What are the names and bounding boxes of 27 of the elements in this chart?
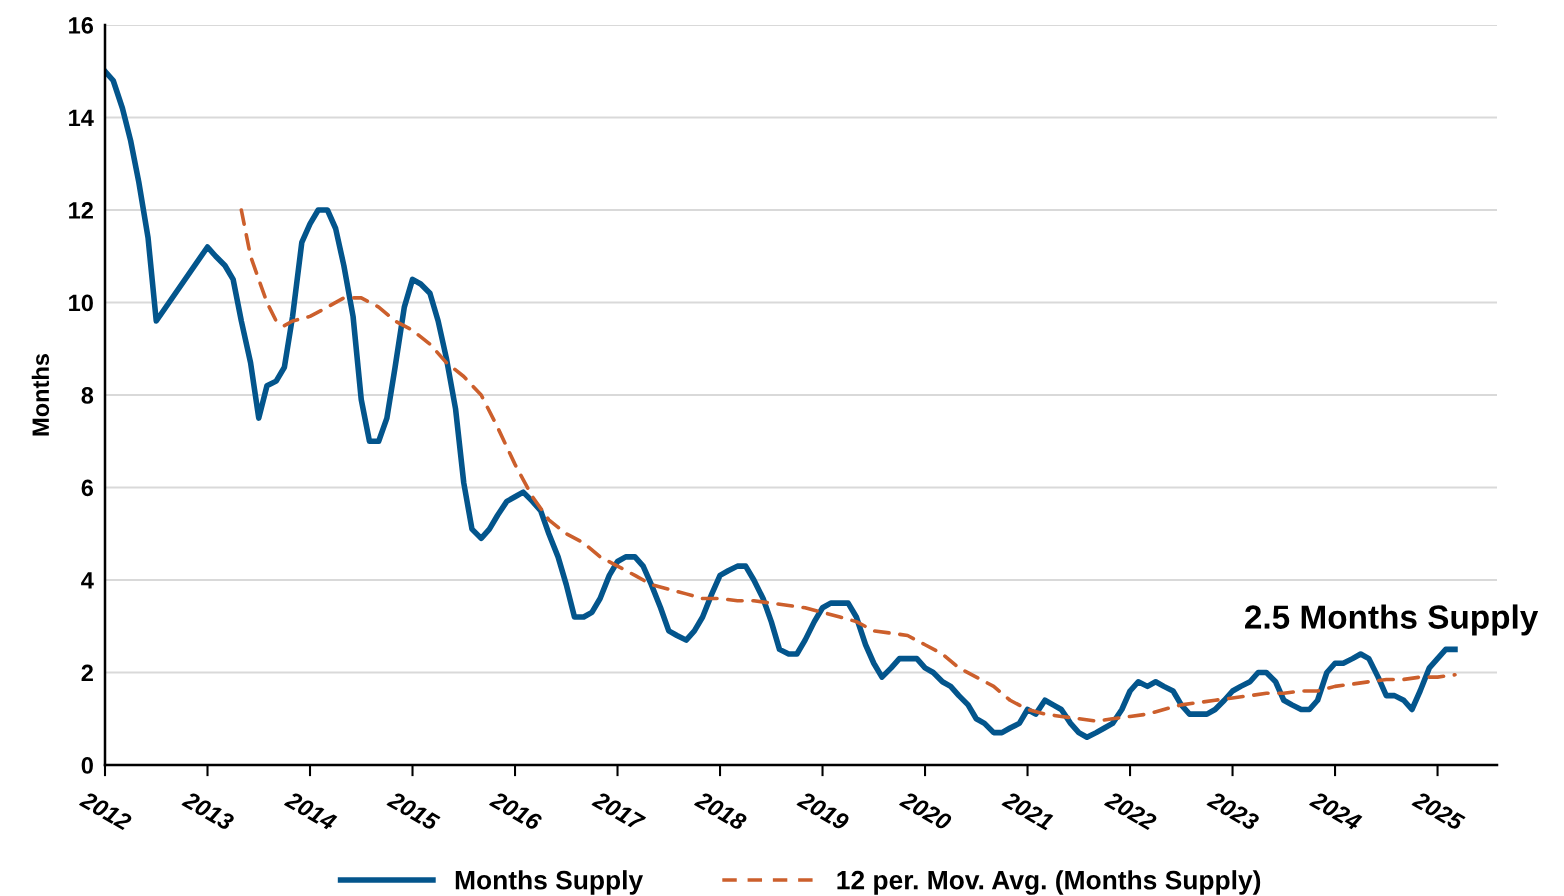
x-tick-label: 2014 — [283, 790, 338, 832]
legend-label: 12 per. Mov. Avg. (Months Supply) — [837, 870, 1261, 895]
y-tick-label: 14 — [69, 109, 94, 127]
y-tick-label: 12 — [69, 202, 93, 219]
annotation: 2.5 Months Supply — [1245, 604, 1539, 636]
y-axis-title: Months — [31, 354, 50, 436]
x-tick-label: 2023 — [1206, 790, 1261, 832]
legend-label: Months Supply — [455, 870, 644, 895]
x-tick-label: 2019 — [796, 790, 851, 832]
y-tick-label: 4 — [81, 572, 94, 589]
y-tick-label: 10 — [69, 294, 93, 312]
x-tick-label: 2021 — [1001, 790, 1055, 831]
y-tick-label: 16 — [69, 17, 94, 34]
y-tick-label: 2 — [81, 664, 93, 682]
x-tick-label: 2024 — [1308, 790, 1363, 832]
x-tick-label: 2022 — [1103, 790, 1158, 832]
y-tick-label: 8 — [81, 387, 94, 404]
x-tick-label: 2025 — [1411, 790, 1466, 832]
x-tick-label: 2020 — [898, 790, 953, 832]
y-tick-label: 6 — [81, 479, 94, 497]
x-tick-label: 2016 — [488, 790, 544, 832]
x-tick-label: 2013 — [181, 790, 236, 832]
x-tick-label: 2017 — [591, 790, 647, 832]
y-tick-label: 0 — [81, 757, 93, 774]
x-tick-label: 2018 — [693, 790, 748, 832]
x-tick-label: 2015 — [386, 790, 441, 832]
x-tick-label: 2012 — [78, 790, 133, 832]
